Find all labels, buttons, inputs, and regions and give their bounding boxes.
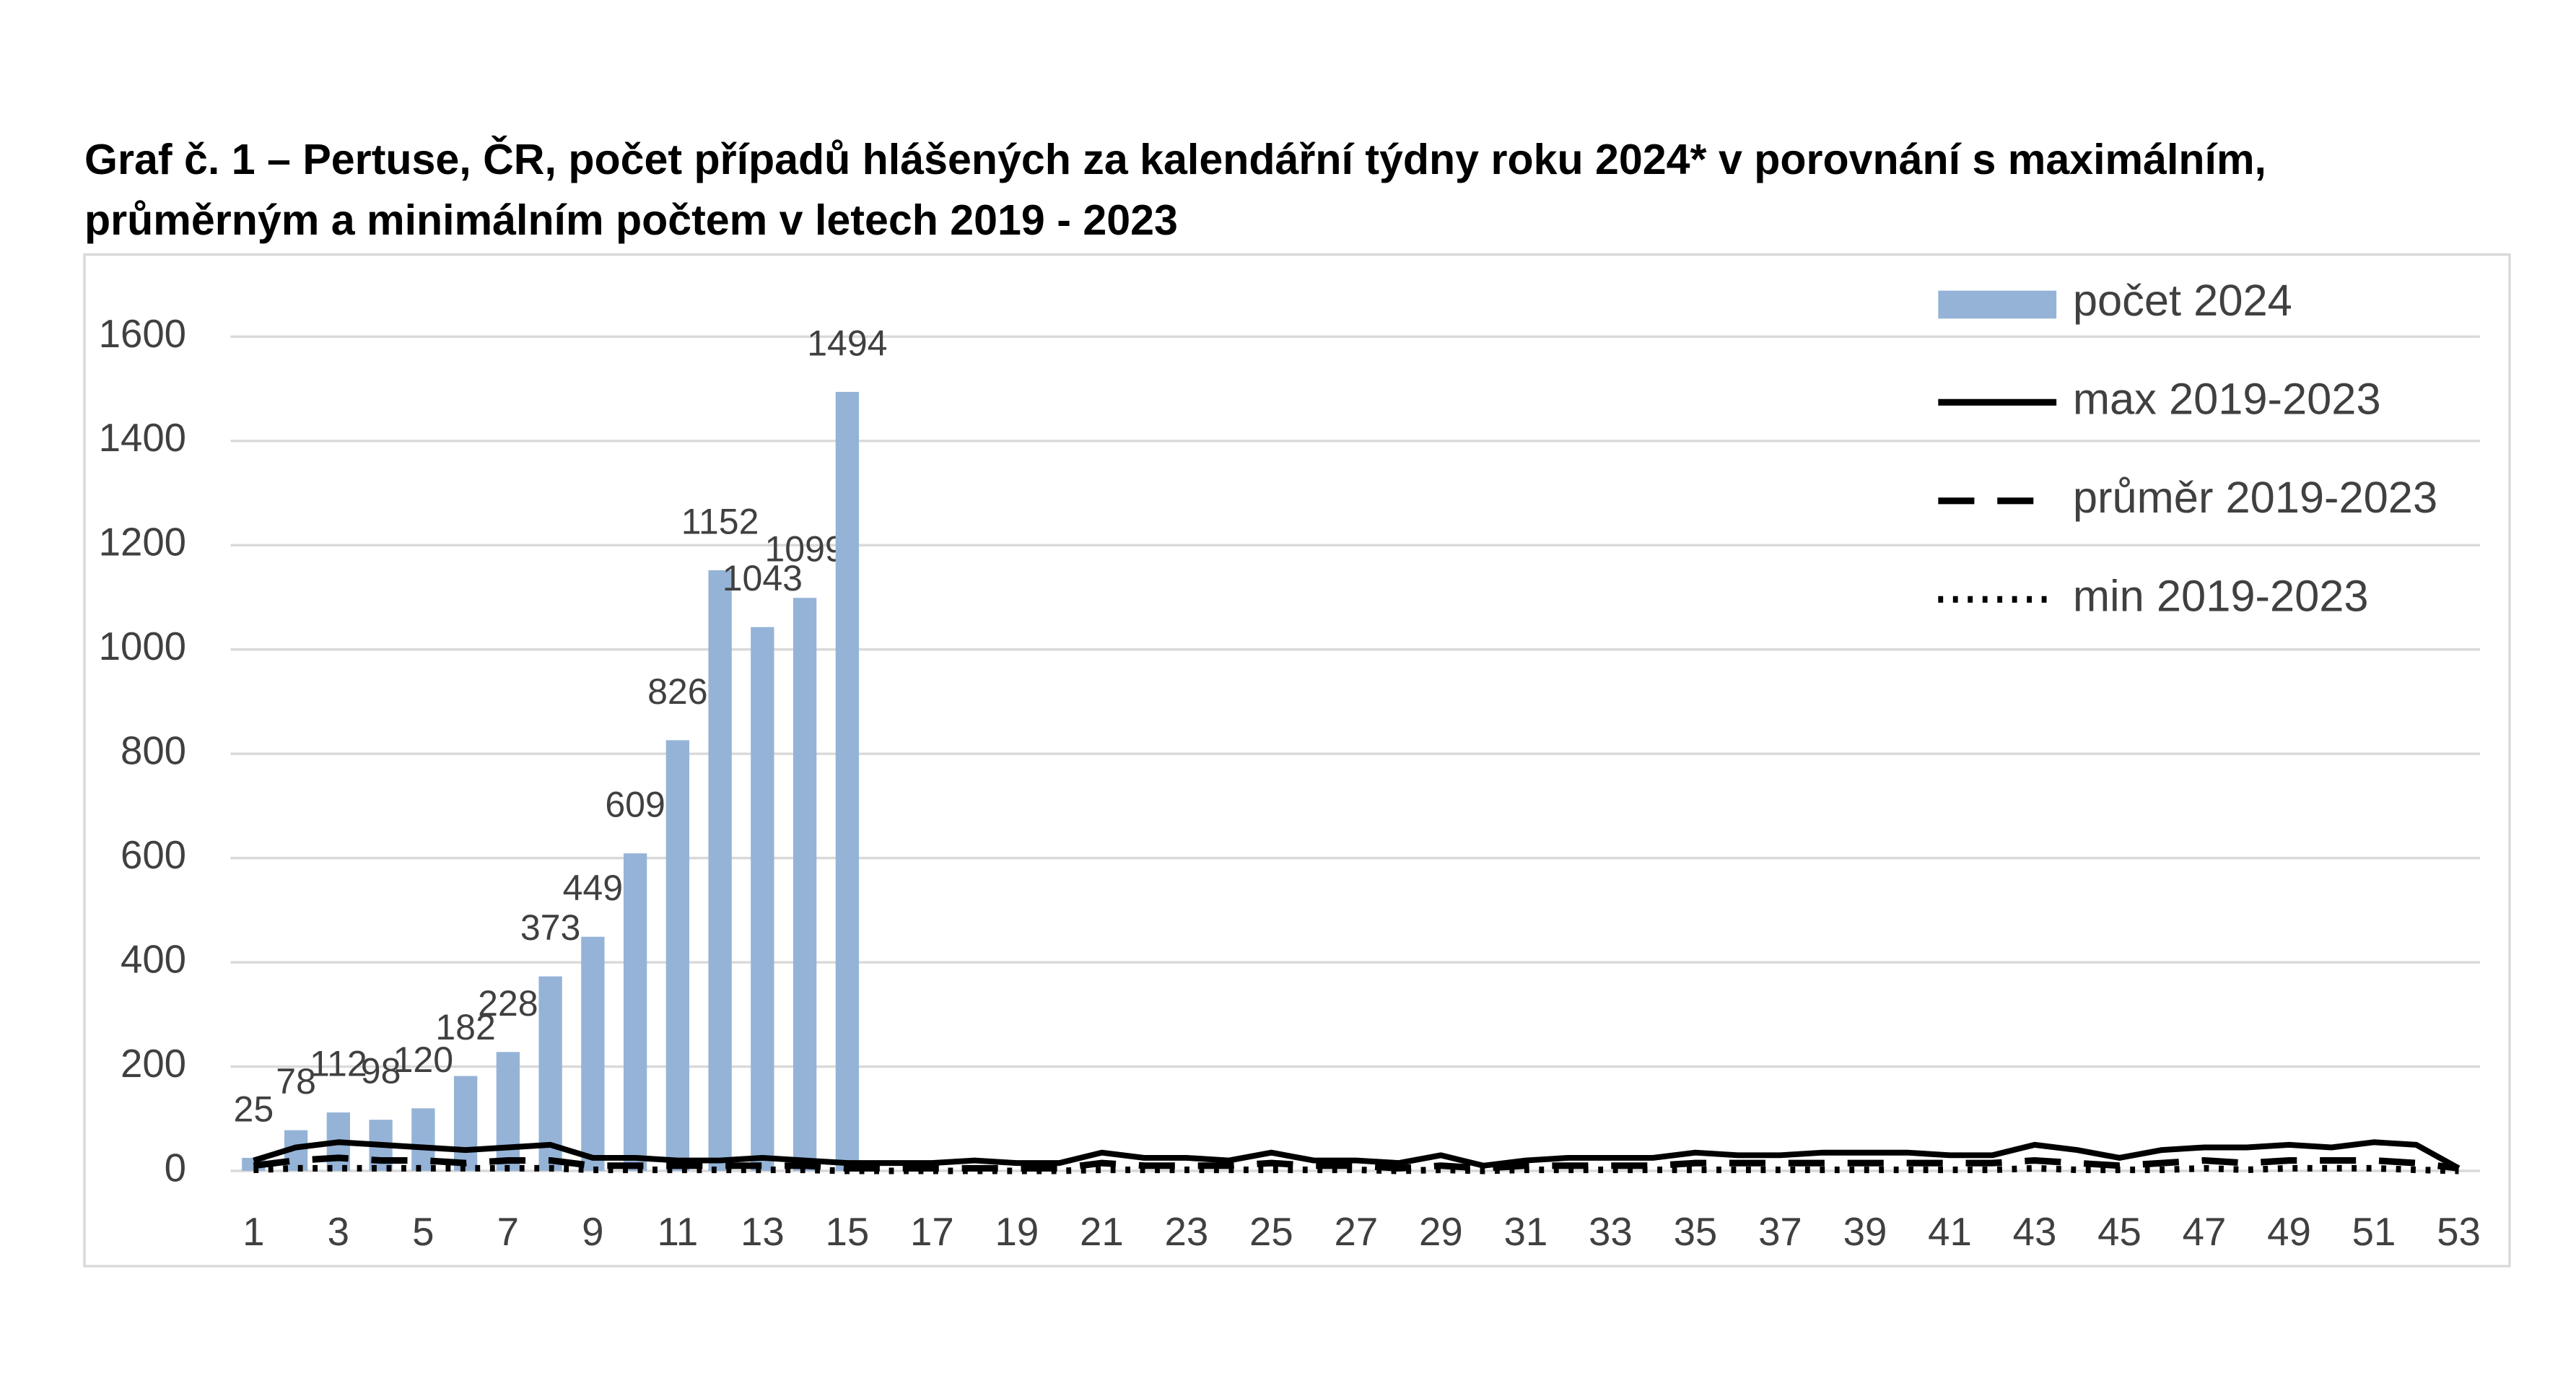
data-label: 78: [276, 1061, 316, 1102]
x-tick-label: 47: [2183, 1210, 2227, 1254]
y-tick-label: 1600: [99, 312, 186, 356]
line: [253, 1154, 2460, 1172]
line: [253, 1139, 2461, 1171]
y-tick-label: 1000: [99, 624, 186, 668]
x-tick-label: 33: [1589, 1210, 1633, 1254]
data-label: 1494: [807, 323, 887, 363]
x-tick-label: 29: [1419, 1210, 1463, 1254]
y-tick-label: 400: [121, 938, 186, 982]
data-label: 228: [478, 983, 538, 1024]
x-tick-label: 35: [1674, 1210, 1718, 1254]
x-tick-label: 31: [1504, 1210, 1548, 1254]
bar: [835, 391, 860, 1171]
x-tick-label: 43: [2013, 1210, 2057, 1254]
y-tick-label: 1400: [99, 416, 186, 460]
x-tick-label: 9: [582, 1210, 603, 1254]
legend-label: počet 2024: [2073, 276, 2292, 326]
bar: [793, 598, 817, 1171]
chart-title: Graf č. 1 – Pertuse, ČR, počet případů h…: [84, 135, 2266, 183]
legend-label: min 2019-2023: [2073, 572, 2369, 622]
data-label: 25: [233, 1089, 274, 1129]
bar: [708, 570, 732, 1171]
x-tick-label: 45: [2097, 1210, 2141, 1254]
x-tick-label: 3: [328, 1210, 349, 1254]
y-tick-label: 600: [121, 833, 186, 877]
x-tick-label: 51: [2352, 1210, 2396, 1254]
y-tick-label: 1200: [99, 520, 186, 565]
x-tick-label: 37: [1758, 1210, 1802, 1254]
data-label: 1043: [722, 558, 803, 598]
x-tick-label: 23: [1165, 1210, 1209, 1254]
data-label: 826: [647, 671, 707, 712]
data-label: 609: [605, 785, 665, 825]
data-label: 98: [361, 1051, 401, 1091]
bar: [453, 1076, 478, 1171]
data-label: 1152: [681, 501, 759, 541]
x-tick-label: 11: [658, 1210, 699, 1254]
x-tick-label: 17: [910, 1210, 954, 1254]
bar: [538, 976, 562, 1171]
y-tick-label: 0: [165, 1146, 186, 1190]
legend-label: průměr 2019-2023: [2073, 473, 2437, 523]
bar: [623, 853, 647, 1171]
y-tick-label: 800: [121, 729, 186, 773]
plot-frame: [83, 253, 2511, 1268]
x-tick-label: 27: [1335, 1210, 1379, 1254]
x-tick-label: 25: [1249, 1210, 1293, 1254]
x-tick-label: 1: [243, 1210, 264, 1254]
x-tick-label: 15: [826, 1210, 870, 1254]
legend-label: max 2019-2023: [2073, 375, 2381, 424]
y-tick-label: 200: [121, 1042, 186, 1086]
data-label: 449: [563, 868, 623, 908]
data-label: 373: [520, 907, 580, 948]
data-label: 182: [435, 1007, 495, 1047]
x-tick-label: 5: [412, 1210, 434, 1254]
x-tick-label: 19: [995, 1210, 1039, 1254]
bar: [496, 1052, 520, 1171]
data-label: 112: [310, 1044, 367, 1084]
x-tick-label: 41: [1928, 1210, 1972, 1254]
data-label: 1099: [764, 529, 844, 570]
bar: [665, 740, 690, 1171]
chart-title: průměrným a minimálním počtem v letech 2…: [84, 196, 1178, 244]
legend-swatch: [1938, 290, 2057, 319]
x-tick-label: 49: [2267, 1210, 2311, 1254]
bar: [581, 936, 605, 1171]
x-tick-label: 13: [741, 1210, 785, 1254]
bar: [751, 627, 774, 1171]
x-tick-label: 53: [2437, 1210, 2481, 1254]
x-tick-label: 7: [497, 1210, 519, 1254]
data-label: 120: [393, 1040, 453, 1080]
x-tick-label: 39: [1843, 1210, 1887, 1254]
x-tick-label: 21: [1080, 1210, 1124, 1254]
